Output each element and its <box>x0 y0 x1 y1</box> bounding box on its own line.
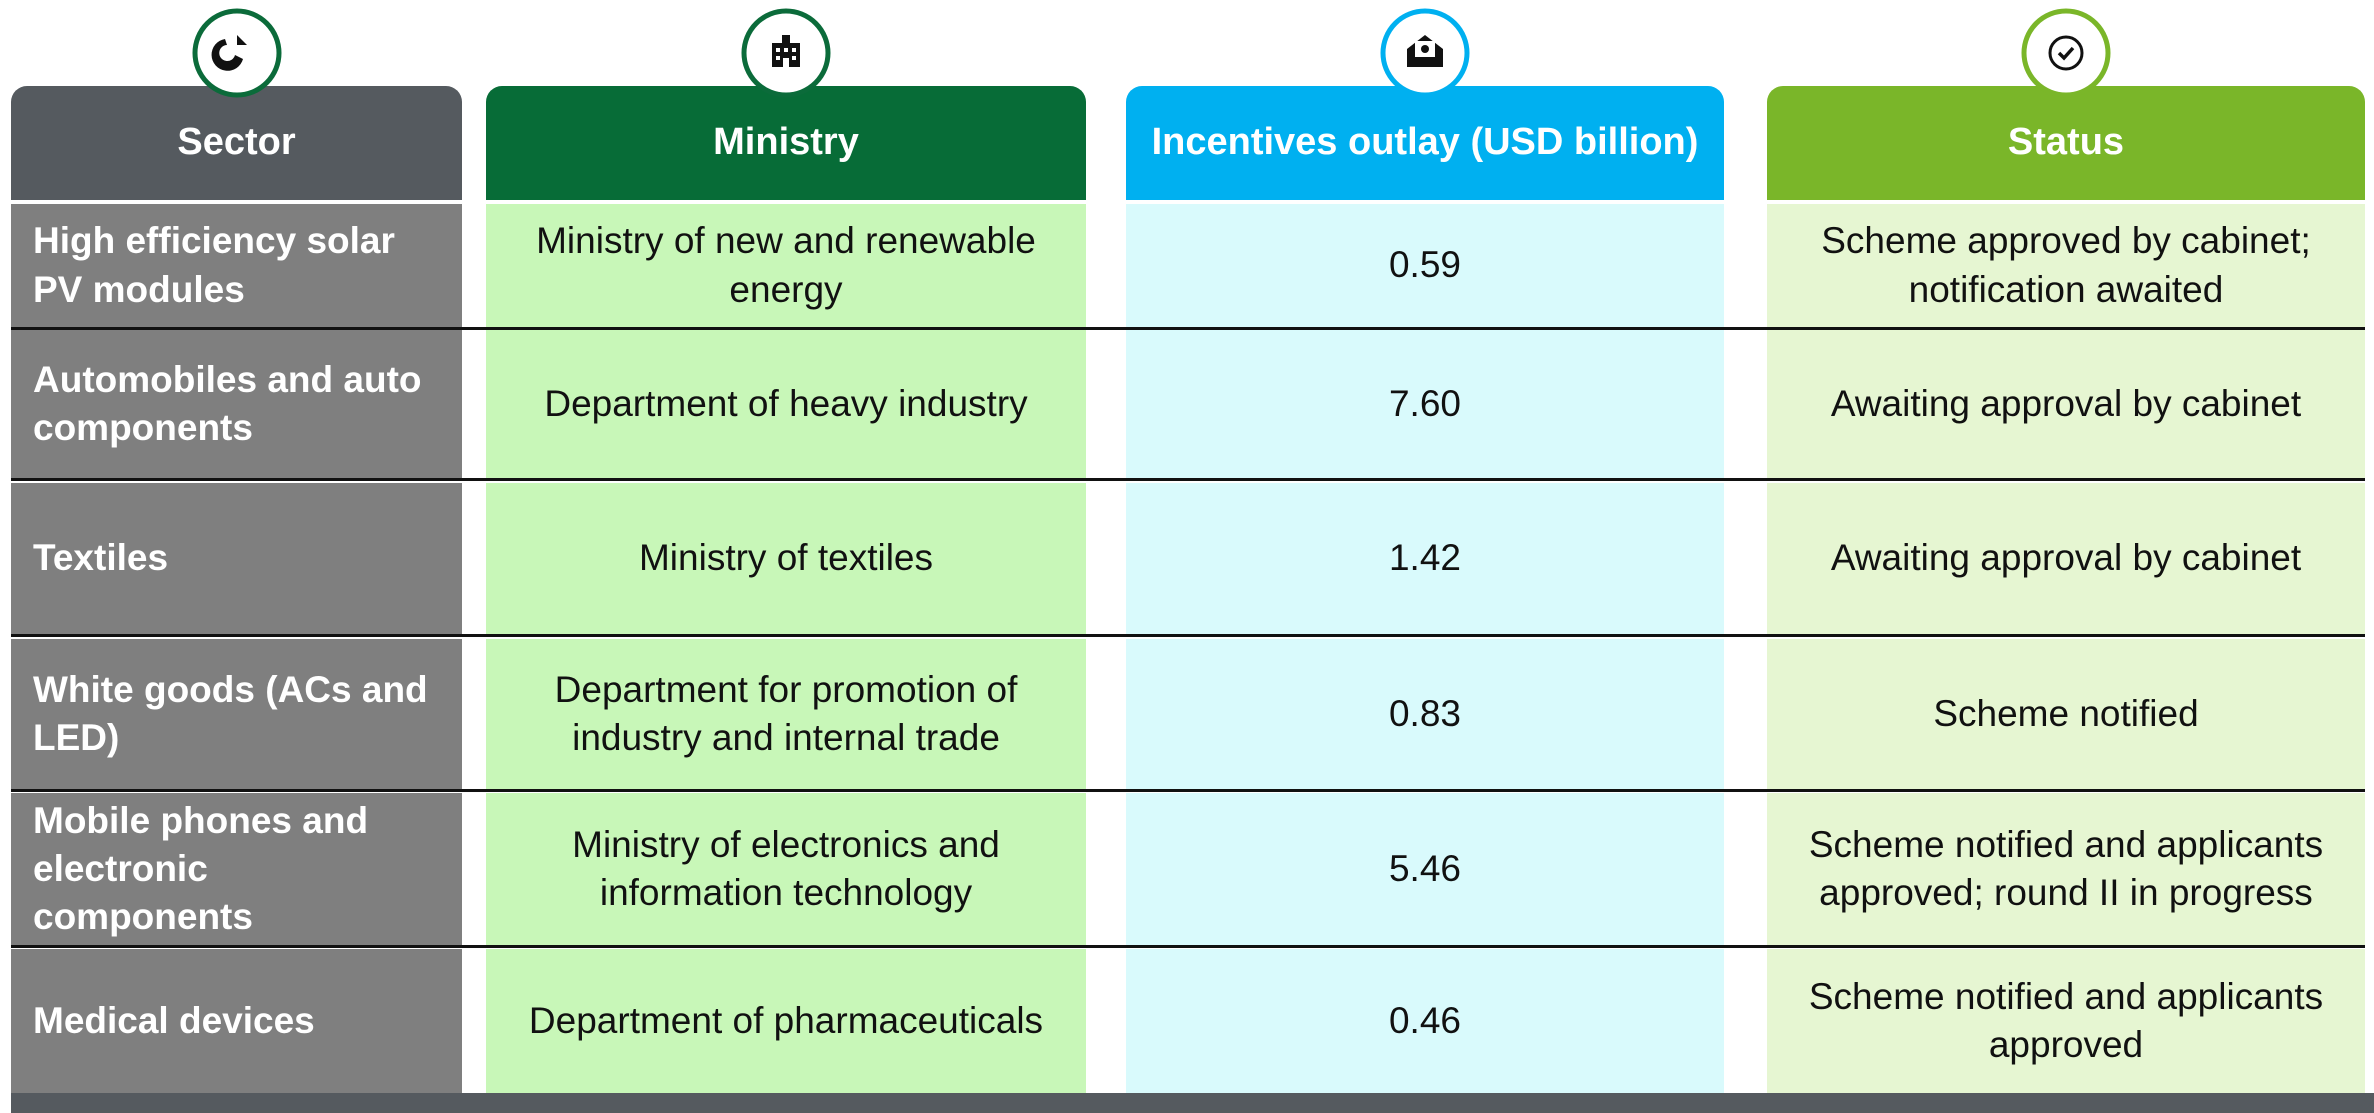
header-icon <box>2021 8 2111 98</box>
table-cell: Ministry of electronics and information … <box>486 793 1086 945</box>
table-cell: Department of pharmaceuticals <box>486 949 1086 1093</box>
table-cell: Department of heavy industry <box>486 330 1086 478</box>
table-cell: Medical devices <box>11 949 462 1093</box>
header-icon <box>741 8 831 98</box>
table-cell: White goods (ACs and LED) <box>11 639 462 789</box>
row-divider <box>11 478 2365 481</box>
table-cell: Awaiting approval by cabinet <box>1767 330 2365 478</box>
table-cell: Ministry of textiles <box>486 483 1086 634</box>
header-cell: Ministry <box>486 86 1086 200</box>
table-cell: Scheme approved by cabinet; notification… <box>1767 204 2365 327</box>
table-cell: Ministry of new and renewable energy <box>486 204 1086 327</box>
table-cell: 1.42 <box>1126 483 1724 634</box>
table-cell: 0.46 <box>1126 949 1724 1093</box>
table-cell: Textiles <box>11 483 462 634</box>
header-cell: Status <box>1767 86 2365 200</box>
table-cell: Scheme notified and applicants approved <box>1767 949 2365 1093</box>
table-cell: 5.46 <box>1126 793 1724 945</box>
row-divider <box>11 327 2365 330</box>
table-cell: Awaiting approval by cabinet <box>1767 483 2365 634</box>
header-cell: Sector <box>11 86 462 200</box>
header-cell: Incentives outlay (USD billion) <box>1126 86 1724 200</box>
table-cell: Mobile phones and electronic components <box>11 793 462 945</box>
footer-bar <box>11 1093 2374 1113</box>
table-cell: High efficiency solar PV modules <box>11 204 462 327</box>
table-cell: 0.83 <box>1126 639 1724 789</box>
table-cell: Scheme notified <box>1767 639 2365 789</box>
table-cell: 7.60 <box>1126 330 1724 478</box>
header-icon <box>192 8 281 98</box>
table-cell: Automobiles and auto components <box>11 330 462 478</box>
row-divider <box>11 945 2365 948</box>
row-divider <box>11 789 2365 792</box>
row-divider <box>11 634 2365 637</box>
table-cell: 0.59 <box>1126 204 1724 327</box>
header-icon <box>1380 8 1470 98</box>
table-cell: Scheme notified and applicants approved;… <box>1767 793 2365 945</box>
table-cell: Department for promotion of industry and… <box>486 639 1086 789</box>
